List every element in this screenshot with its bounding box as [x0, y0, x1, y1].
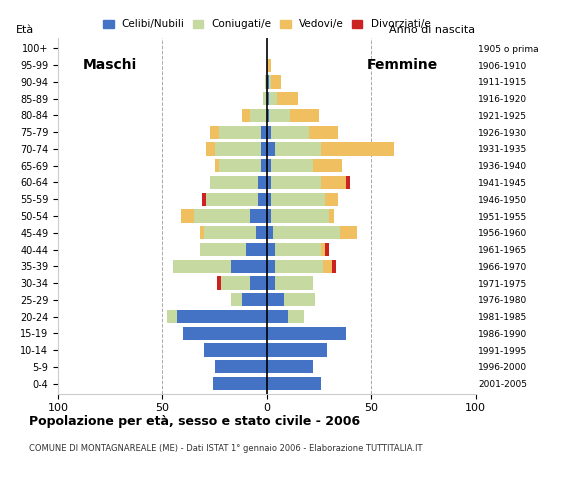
- Bar: [269, 109, 290, 122]
- Bar: [267, 260, 275, 273]
- Bar: [267, 226, 273, 240]
- Bar: [271, 75, 281, 89]
- Bar: [271, 126, 309, 139]
- Bar: [206, 142, 215, 156]
- Bar: [321, 142, 394, 156]
- Bar: [206, 192, 259, 206]
- Bar: [267, 109, 269, 122]
- Bar: [267, 243, 275, 256]
- Bar: [173, 260, 231, 273]
- Bar: [267, 159, 271, 172]
- Bar: [267, 142, 275, 156]
- Bar: [250, 209, 267, 223]
- Bar: [215, 142, 260, 156]
- Bar: [340, 226, 357, 240]
- Bar: [219, 126, 260, 139]
- Bar: [264, 75, 267, 89]
- Bar: [231, 260, 267, 273]
- Bar: [250, 276, 267, 290]
- Bar: [325, 192, 338, 206]
- Bar: [267, 209, 271, 223]
- Bar: [211, 126, 219, 139]
- Bar: [267, 92, 269, 106]
- Bar: [323, 260, 332, 273]
- Bar: [284, 293, 315, 306]
- Bar: [325, 243, 329, 256]
- Bar: [309, 126, 338, 139]
- Legend: Celibi/Nubili, Coniugati/e, Vedovi/e, Divorziati/e: Celibi/Nubili, Coniugati/e, Vedovi/e, Di…: [99, 15, 434, 34]
- Bar: [181, 209, 194, 223]
- Bar: [256, 226, 267, 240]
- Bar: [246, 243, 267, 256]
- Bar: [277, 92, 298, 106]
- Bar: [211, 176, 259, 189]
- Bar: [271, 192, 325, 206]
- Bar: [260, 159, 267, 172]
- Bar: [271, 176, 321, 189]
- Bar: [200, 243, 246, 256]
- Bar: [204, 343, 267, 357]
- Bar: [215, 159, 219, 172]
- Bar: [288, 310, 304, 323]
- Bar: [202, 192, 206, 206]
- Bar: [183, 326, 267, 340]
- Bar: [217, 276, 221, 290]
- Text: Età: Età: [16, 25, 34, 35]
- Bar: [212, 377, 267, 390]
- Bar: [267, 75, 269, 89]
- Bar: [194, 209, 250, 223]
- Bar: [275, 243, 321, 256]
- Bar: [267, 176, 271, 189]
- Bar: [259, 176, 267, 189]
- Bar: [321, 243, 325, 256]
- Bar: [267, 310, 288, 323]
- Bar: [267, 126, 271, 139]
- Bar: [215, 360, 267, 373]
- Bar: [271, 159, 313, 172]
- Text: Popolazione per età, sesso e stato civile - 2006: Popolazione per età, sesso e stato civil…: [29, 415, 360, 428]
- Text: Maschi: Maschi: [83, 58, 137, 72]
- Bar: [166, 310, 177, 323]
- Bar: [329, 209, 334, 223]
- Bar: [263, 92, 267, 106]
- Bar: [346, 176, 350, 189]
- Bar: [219, 159, 260, 172]
- Bar: [267, 360, 313, 373]
- Bar: [267, 276, 275, 290]
- Bar: [269, 75, 271, 89]
- Bar: [242, 109, 250, 122]
- Bar: [177, 310, 267, 323]
- Bar: [200, 226, 204, 240]
- Text: Anno di nascita: Anno di nascita: [390, 25, 476, 35]
- Bar: [267, 293, 284, 306]
- Bar: [242, 293, 267, 306]
- Bar: [269, 92, 277, 106]
- Bar: [273, 226, 340, 240]
- Bar: [267, 192, 271, 206]
- Bar: [231, 293, 242, 306]
- Bar: [260, 142, 267, 156]
- Bar: [267, 326, 346, 340]
- Bar: [321, 176, 346, 189]
- Bar: [275, 142, 321, 156]
- Bar: [275, 276, 313, 290]
- Bar: [204, 226, 256, 240]
- Text: Femmine: Femmine: [367, 58, 438, 72]
- Bar: [313, 159, 342, 172]
- Bar: [260, 126, 267, 139]
- Bar: [267, 377, 321, 390]
- Bar: [267, 343, 327, 357]
- Bar: [290, 109, 319, 122]
- Bar: [275, 260, 323, 273]
- Bar: [250, 109, 267, 122]
- Bar: [267, 59, 271, 72]
- Bar: [259, 192, 267, 206]
- Bar: [332, 260, 336, 273]
- Text: COMUNE DI MONTAGNAREALE (ME) - Dati ISTAT 1° gennaio 2006 - Elaborazione TUTTITA: COMUNE DI MONTAGNAREALE (ME) - Dati ISTA…: [29, 444, 422, 453]
- Bar: [221, 276, 250, 290]
- Bar: [271, 209, 329, 223]
